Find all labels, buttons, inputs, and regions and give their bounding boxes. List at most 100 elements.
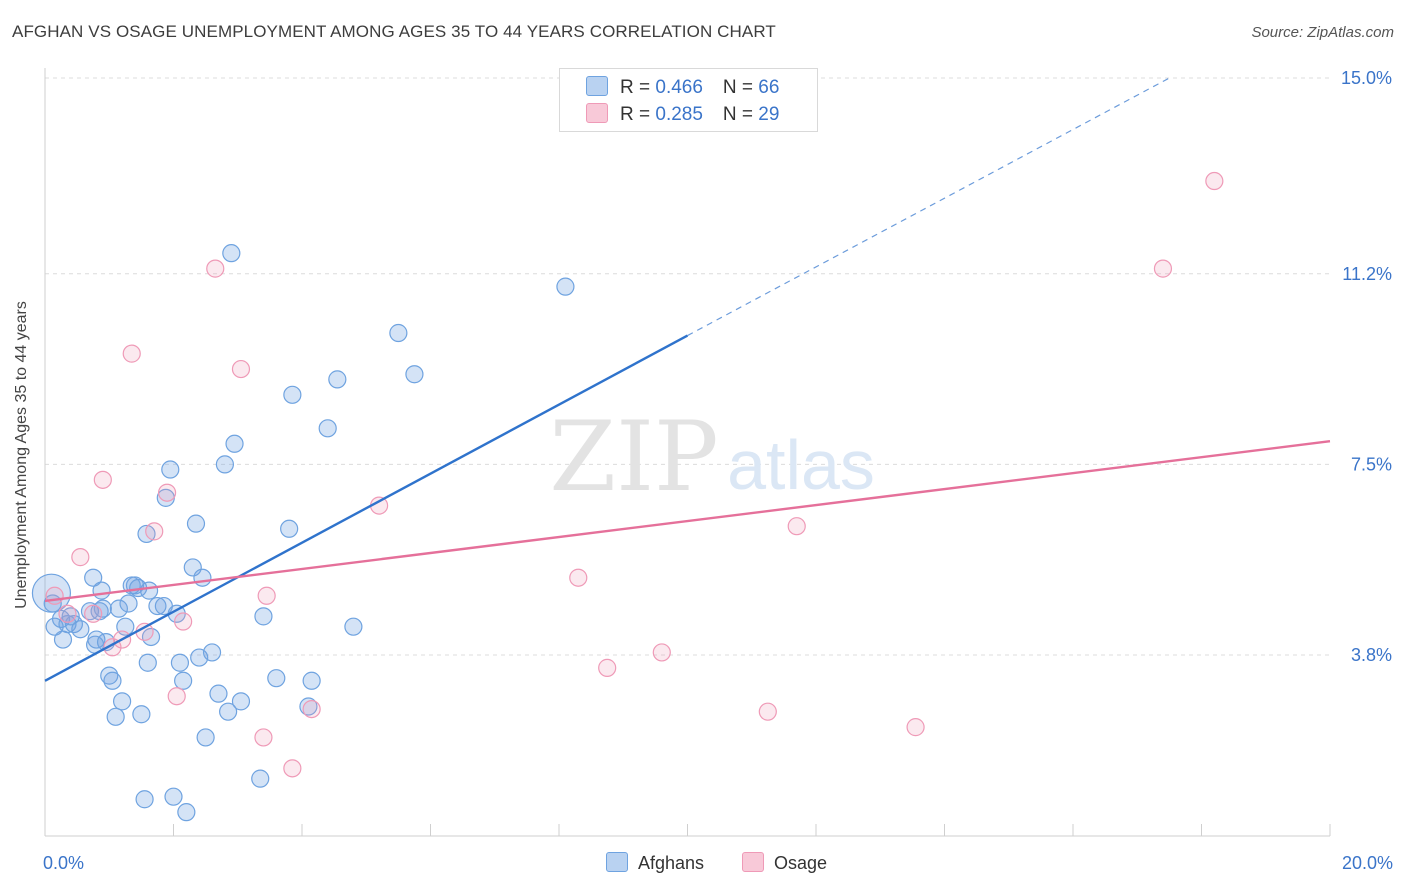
afghans-point [215,455,234,474]
osage-point [167,687,186,706]
osage-point [283,759,302,778]
x-tick-label-min: 0.0% [43,853,84,873]
osage-point [231,359,251,379]
osage-legend-swatch [742,852,764,872]
chart-title: AFGHAN VS OSAGE UNEMPLOYMENT AMONG AGES … [12,22,776,41]
osage-point [206,259,225,278]
osage-point [257,586,276,605]
afghans-trend-extension [687,77,1170,337]
afghans-legend-label: Afghans [638,853,705,873]
afghans-point [318,419,337,438]
afghans-point [556,277,575,296]
osage-point [254,728,273,747]
afghans-point [254,607,273,626]
afghans-r-value: 0.466 [655,77,703,98]
afghans-point [299,697,318,716]
osage-r-value: 0.285 [655,104,703,125]
osage-point [1153,259,1173,278]
osage-n-value: 29 [758,104,780,125]
afghans-point [196,728,215,747]
afghans-point [103,671,122,690]
afghans-point [328,370,347,389]
afghans-point [225,434,244,453]
osage-point [174,612,193,631]
watermark-zip: ZIP [549,401,718,513]
afghans-legend-swatch [606,852,628,872]
osage-n-label: N = [722,104,759,125]
watermark: ZIP atlas [549,401,875,513]
osage-point [145,522,164,541]
afghans-point [148,596,167,616]
afghans-point [267,669,286,688]
correlation-legend: R = 0.466 N = 66 R = 0.285 N = 29 [559,68,818,132]
afghans-point [389,323,408,343]
afghans-point [405,365,424,384]
afghans-point [71,620,90,639]
osage-point [122,344,141,363]
osage-point [58,604,77,623]
osage-swatch [586,103,608,123]
afghans-point [109,599,128,618]
osage-point [569,568,588,587]
osage-point [906,718,925,737]
afghans-point [93,599,112,618]
osage-point [45,586,64,605]
osage-point [71,548,90,567]
afghans-point [161,460,180,479]
afghans-point [106,707,125,726]
axes [44,68,1331,837]
afghans-point [209,684,228,703]
afghans-point [84,568,103,587]
bottom-legend-osage: Osage [742,852,827,874]
osage-point [302,699,321,719]
y-tick-label: 7.5% [1351,454,1392,474]
afghans-point [344,617,363,636]
afghans-point [170,653,190,672]
y-tick-label: 11.2% [1342,264,1392,284]
afghans-point [119,594,138,613]
y-tick-label: 15.0% [1341,68,1392,88]
tick-labels: 3.8% 7.5% 11.2% 15.0% 0.0% 20.0% [43,68,1393,873]
afghans-point [138,653,157,672]
osage-r-label: R = [620,104,656,125]
afghans-point [177,803,196,822]
legend-row-osage: R = 0.285 N = 29 [586,103,779,125]
source-label: Source: ZipAtlas.com [1251,24,1394,41]
osage-point [1205,171,1224,191]
afghans-point [92,581,111,600]
afghans-trend-line [44,334,689,682]
afghans-point [302,671,321,690]
watermark-atlas: atlas [727,426,875,504]
data-points [31,171,1224,822]
afghans-point [202,643,222,662]
bottom-legend-afghans: Afghans [606,852,704,874]
osage-point [93,470,112,489]
afghans-point [280,519,299,538]
afghans-point [100,666,119,685]
afghans-n-label: N = [722,77,759,98]
afghans-swatch [586,76,608,96]
afghans-point [135,790,154,809]
osage-point [758,702,777,721]
afghans-point [193,568,212,587]
osage-point [157,483,177,502]
y-axis-label: Unemployment Among Ages 35 to 44 years [13,301,30,609]
afghans-point [186,514,206,533]
osage-point [598,658,617,677]
afghans-point [174,671,193,690]
afghans-point [53,630,73,649]
afghans-point [112,692,132,711]
afghans-point [283,385,302,404]
afghans-point [251,769,270,788]
afghans-point [164,787,183,806]
osage-point [787,517,806,536]
x-tick-label-max: 20.0% [1342,853,1393,873]
osage-point [652,643,671,662]
afghans-point [231,692,251,711]
osage-point [84,604,103,623]
legend-row-afghans: R = 0.466 N = 66 [586,76,779,98]
osage-legend-label: Osage [774,853,828,873]
osage-trend-line [44,440,1331,603]
afghans-point [132,705,151,724]
